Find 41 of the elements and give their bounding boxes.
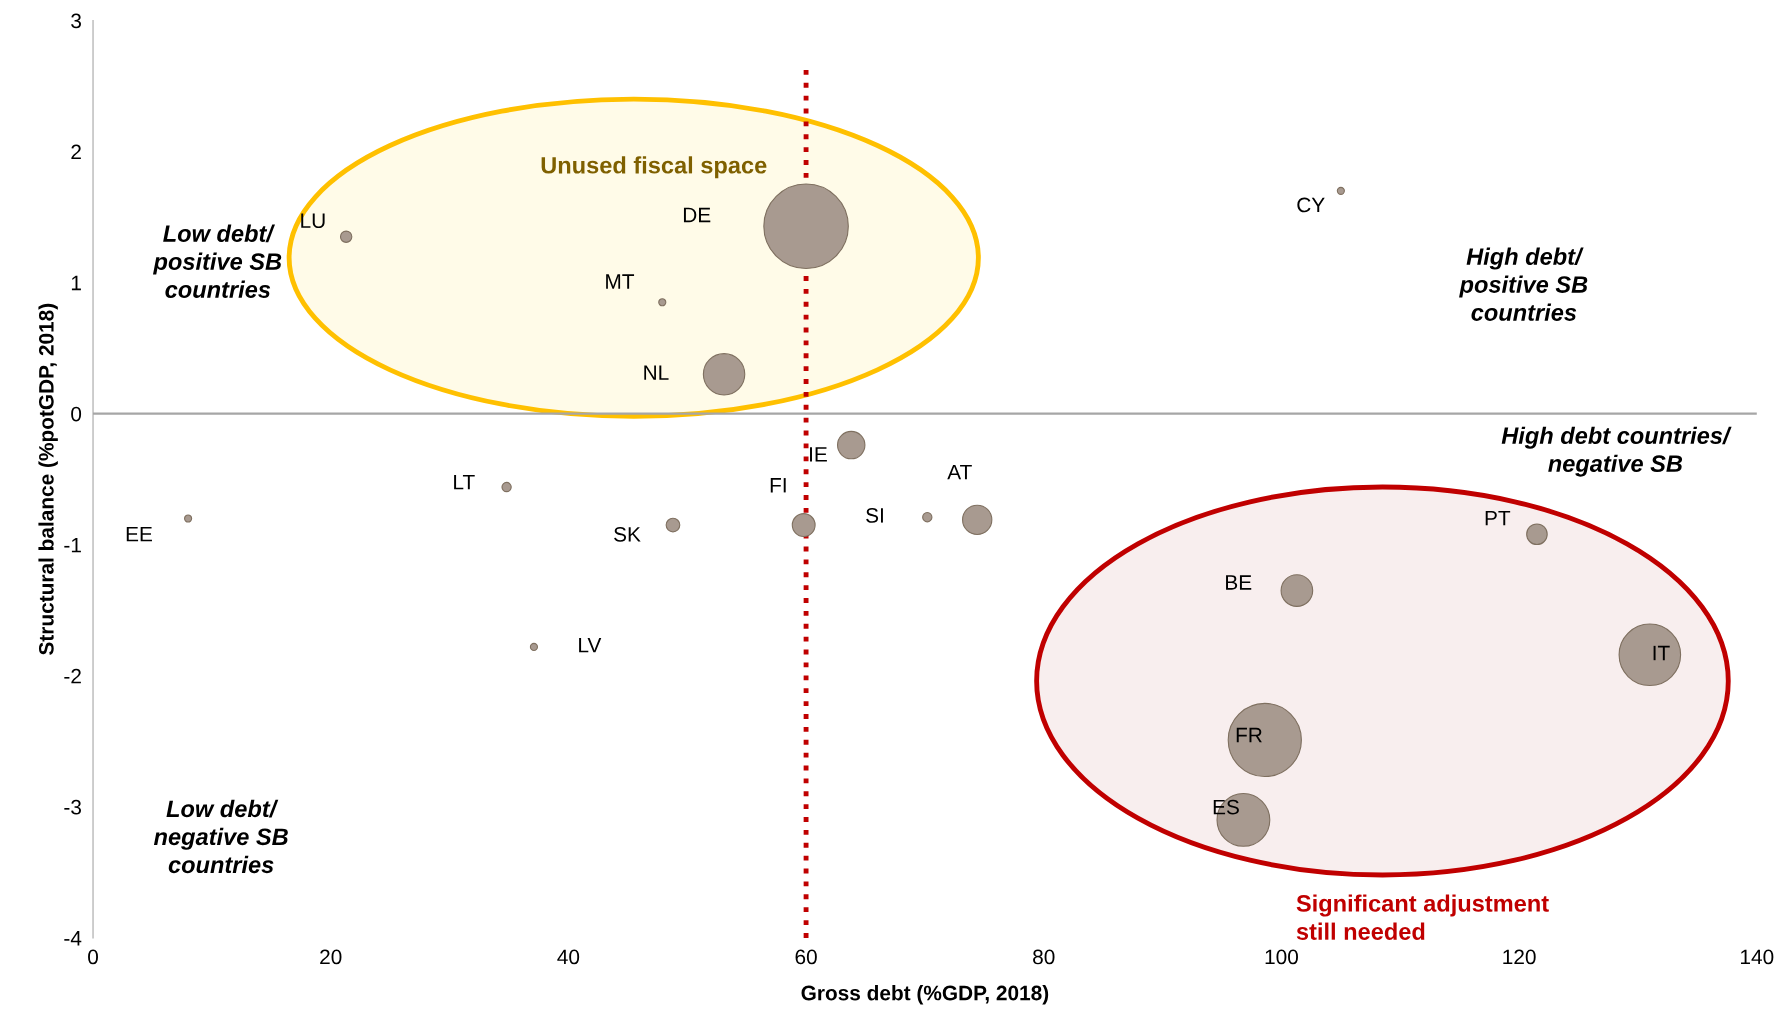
series-label: LU [301,213,325,229]
annotation: High debt countries/ negative SB [1501,426,1732,477]
x-tick-label: 60 [795,949,817,965]
x-tick-label: 20 [320,949,342,965]
series-label: AT [947,464,972,480]
annotation: High debt/ positive SB countries [1459,247,1588,321]
series-label: SK [614,526,641,542]
y-tick-label: 2 [71,144,81,160]
y-tick-label: 1 [71,275,81,291]
x-tick-label: 140 [1741,949,1774,965]
series-label: EE [126,526,152,542]
y-tick-label: -3 [64,799,81,815]
series-label: SI [866,508,883,523]
x-tick-label: 120 [1503,949,1536,965]
annotation: Low debt/ positive SB countries [153,224,282,298]
y-tick-label: -1 [64,537,81,553]
series-label: NL [644,365,669,380]
y-tick-label: -4 [64,931,82,946]
y-tick-label: 0 [71,406,82,422]
y-axis-title: Structural balance (%potGDP, 2018) [38,303,58,655]
series-label: BE [1226,575,1252,590]
series-label: PT [1485,511,1511,526]
series-label: MT [606,274,635,289]
x-tick-label: 40 [557,949,580,965]
x-axis-title: Gross debt (%GDP, 2018) [801,985,1049,1005]
series-label: IT [1653,645,1670,661]
annotation: Unused fiscal space [541,156,767,179]
x-tick-label: 80 [1033,949,1055,965]
y-tick-label: -2 [64,668,81,684]
x-tick-label: 100 [1265,949,1298,965]
series-label: LT [454,474,475,490]
series-label: FI [770,478,786,493]
x-tick-label: 0 [88,949,99,965]
annotation: Significant adjustment still needed [1296,894,1549,940]
series-label: FR [1236,727,1262,743]
series-label: IE [810,447,827,462]
text: DE [683,207,711,223]
y-tick-label: 3 [71,13,81,29]
annotation: Low debt/ negative SB countries [153,799,288,874]
series-label: CY [1297,197,1325,213]
text: LV [579,637,602,653]
